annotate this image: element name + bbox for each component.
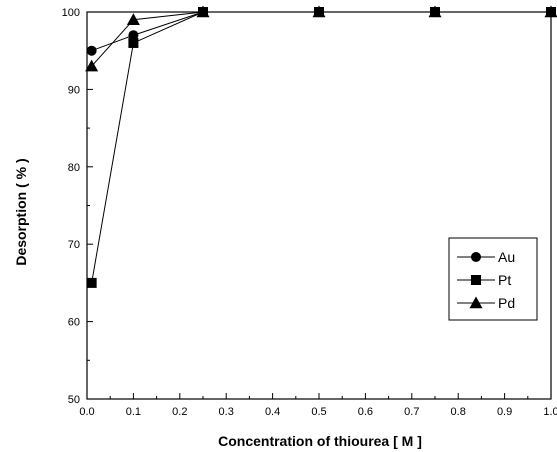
x-tick-label: 0.2 — [172, 406, 187, 418]
series-pd — [85, 5, 557, 72]
data-point-pd — [85, 59, 99, 72]
x-tick-label: 0.4 — [265, 406, 280, 418]
series-layer — [85, 5, 557, 288]
x-tick-label: 0.1 — [126, 406, 141, 418]
legend-marker — [471, 252, 481, 262]
data-point-au — [86, 45, 97, 56]
x-tick-label: 0.9 — [497, 406, 512, 418]
y-axis-title: Desorption ( % ) — [13, 158, 29, 265]
x-tick-label: 0.6 — [358, 406, 373, 418]
x-tick-label: 0.3 — [219, 406, 234, 418]
y-tick-label: 100 — [62, 7, 80, 19]
series-line-pd — [91, 11, 551, 67]
x-tick-label: 0.0 — [79, 406, 94, 418]
legend-label: Pd — [498, 295, 515, 311]
legend: Au Pt Pd — [448, 237, 538, 321]
y-tick-label: 90 — [68, 84, 80, 96]
y-tick-label: 80 — [68, 162, 80, 174]
y-tick-label: 50 — [68, 394, 80, 406]
legend-marker — [469, 296, 483, 309]
data-point-pd — [196, 5, 210, 18]
axes: 0.0 0.1 0.2 0.3 0.4 0.5 0.6 0.7 0.8 0.9 1.0 50 60 70 8… — [62, 7, 557, 418]
x-tick-label: 1.0 — [543, 406, 557, 418]
x-tick-label: 0.8 — [451, 406, 466, 418]
legend-marker — [471, 275, 481, 285]
y-tick-label: 70 — [68, 239, 80, 251]
x-tick-label: 0.7 — [404, 406, 419, 418]
data-point-pt — [86, 277, 97, 288]
data-point-pd — [312, 5, 326, 18]
legend-label: Pt — [498, 272, 511, 288]
data-point-au — [128, 30, 139, 41]
x-axis-title: Concentration of thiourea [ M ] — [218, 433, 422, 449]
plot-frame — [86, 11, 552, 400]
y-tick-label: 60 — [68, 317, 80, 329]
data-point-pt — [128, 37, 139, 48]
data-point-pd — [544, 5, 557, 18]
data-point-pd — [126, 13, 140, 25]
legend-label: Au — [498, 249, 515, 265]
x-tick-label: 0.5 — [311, 406, 326, 418]
legend-box — [448, 237, 538, 321]
data-point-pd — [428, 5, 442, 18]
